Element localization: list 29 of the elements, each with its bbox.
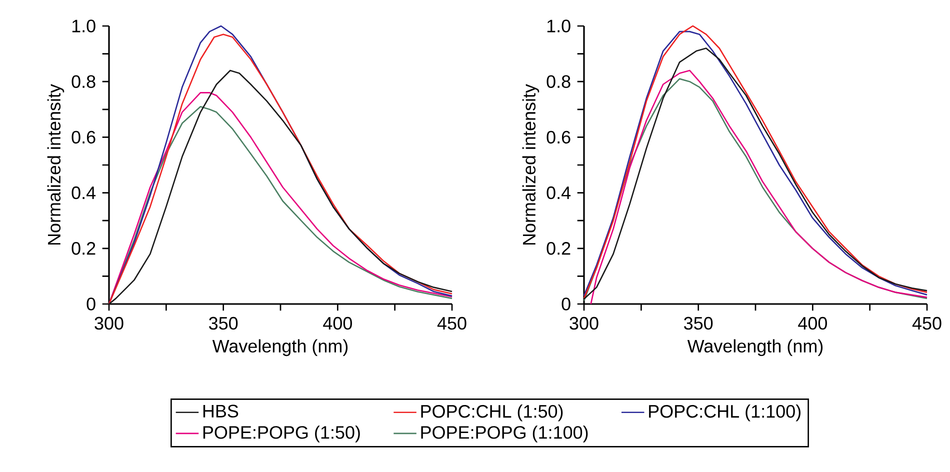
y-tick-label: 1.0 [547, 20, 570, 32]
x-tick-label: 400 [323, 316, 352, 330]
legend-label: HBS [203, 404, 238, 418]
y-tick-label: 0.2 [72, 242, 96, 255]
x-tick-label: 350 [684, 316, 713, 330]
legend-label: POPE:POPG (1:50) [203, 426, 360, 442]
y-tick-label: 0.2 [546, 242, 570, 255]
y-tick-label: 0.6 [72, 130, 96, 144]
y-tick-label: 0.4 [546, 186, 571, 200]
y-tick-label: 0.8 [72, 75, 96, 88]
x-tick-label: 450 [912, 316, 942, 330]
y-tick-label: 0.8 [546, 75, 570, 88]
legend-label: POPC:CHL (1:50) [421, 404, 563, 422]
x-tick-label: 300 [94, 316, 124, 330]
y-tick-label: 1.0 [72, 20, 96, 32]
x-tick-label: 450 [437, 316, 466, 330]
y-axis-title: Normalized intensity [522, 84, 540, 245]
y-axis-title: Normalized intensity [47, 84, 64, 245]
x-tick-label: 300 [570, 316, 598, 330]
y-tick-label: 0 [562, 298, 570, 310]
y-tick-label: 0.6 [546, 130, 570, 144]
y-tick-label: 0.4 [72, 186, 96, 200]
x-axis-title: Wavelength (nm) [687, 339, 823, 356]
y-tick-label: 0 [86, 298, 96, 310]
x-tick-label: 400 [798, 316, 827, 330]
legend-label: POPE:POPG (1:100) [421, 426, 588, 442]
legend-label: POPC:CHL (1:100) [649, 404, 800, 422]
x-tick-label: 350 [209, 316, 238, 330]
x-axis-title: Wavelength (nm) [212, 339, 348, 356]
